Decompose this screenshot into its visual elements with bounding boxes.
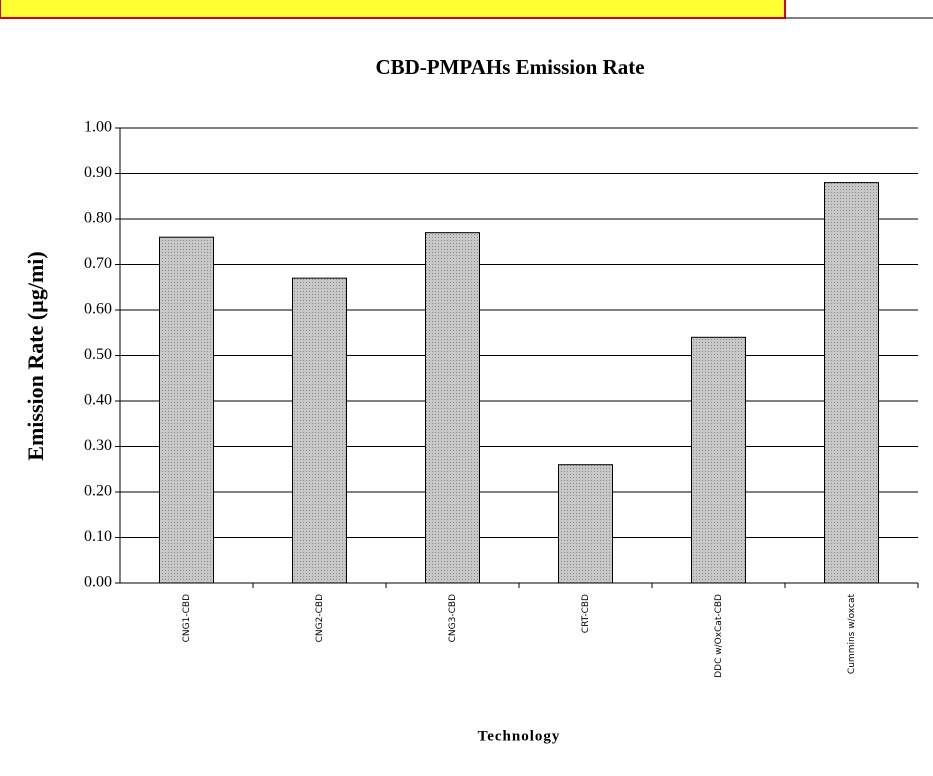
y-tick-label: 0.00 [84,574,112,591]
y-tick-label: 0.20 [84,483,112,500]
chart-title: CBD-PMPAHs Emission Rate [375,55,644,79]
y-tick-label: 0.40 [84,392,112,409]
x-tick-label: CNG3-CBD [448,594,458,642]
x-axis-label: Technology [478,728,561,744]
banner [0,0,786,19]
x-tick-label: CNG1-CBD [182,594,192,642]
y-tick-label: 1.00 [84,119,112,136]
y-axis-label: Emission Rate (µg/mi) [23,251,48,460]
y-tick-label: 0.90 [84,164,112,181]
x-tick-label: DDC w/OxCat-CBD [714,594,724,678]
bar [159,236,214,584]
x-tick-label: CRT-CBD [581,594,591,633]
x-tick-label: Cummins w/oxcat [847,594,857,675]
y-tick-label: 0.60 [84,301,112,318]
y-tick-label: 0.80 [84,210,112,227]
bar [292,277,347,584]
bar [691,336,746,584]
y-tick-label: 0.10 [84,528,112,545]
bar [824,182,879,584]
x-tick-label: CNG2-CBD [315,594,325,642]
bar [558,464,613,584]
y-tick-label: 0.70 [84,255,112,272]
bar [425,232,480,584]
y-tick-label: 0.50 [84,346,112,363]
y-tick-label: 0.30 [84,437,112,454]
